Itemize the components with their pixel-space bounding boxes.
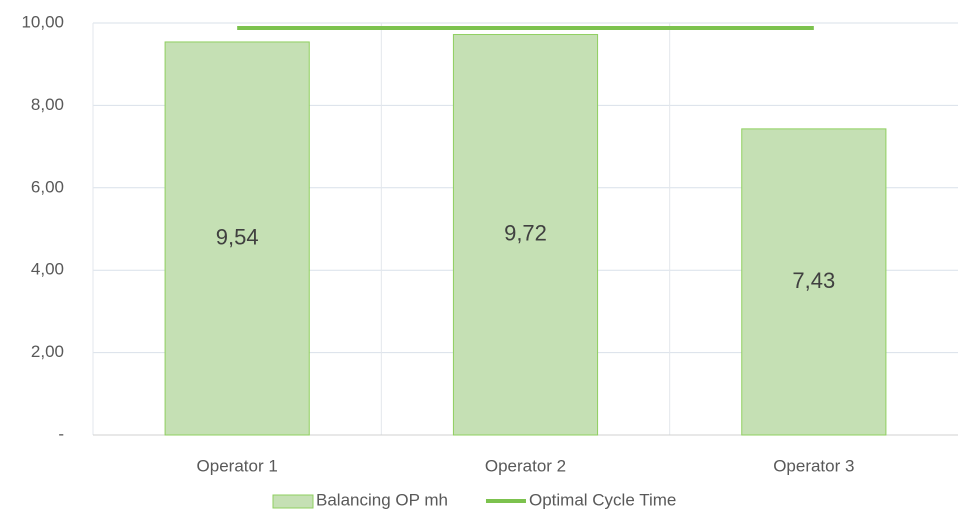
bar [164, 41, 310, 436]
data-label: 7,43 [792, 268, 835, 293]
bar [452, 34, 599, 436]
x-tick-label: Operator 2 [485, 456, 566, 475]
y-tick-label: 4,00 [31, 260, 64, 279]
bar [741, 128, 887, 436]
y-tick-label: - [58, 424, 64, 443]
y-tick-label: 10,00 [21, 12, 64, 31]
legend-label: Optimal Cycle Time [529, 490, 676, 509]
data-label: 9,54 [216, 224, 259, 249]
data-label: 9,72 [504, 221, 547, 246]
legend-swatch [272, 494, 314, 509]
y-tick-label: 6,00 [31, 177, 64, 196]
x-tick-label: Operator 1 [197, 456, 278, 475]
y-tick-label: 2,00 [31, 342, 64, 361]
legend-label: Balancing OP mh [316, 490, 448, 509]
y-tick-label: 8,00 [31, 95, 64, 114]
x-tick-label: Operator 3 [773, 456, 854, 475]
